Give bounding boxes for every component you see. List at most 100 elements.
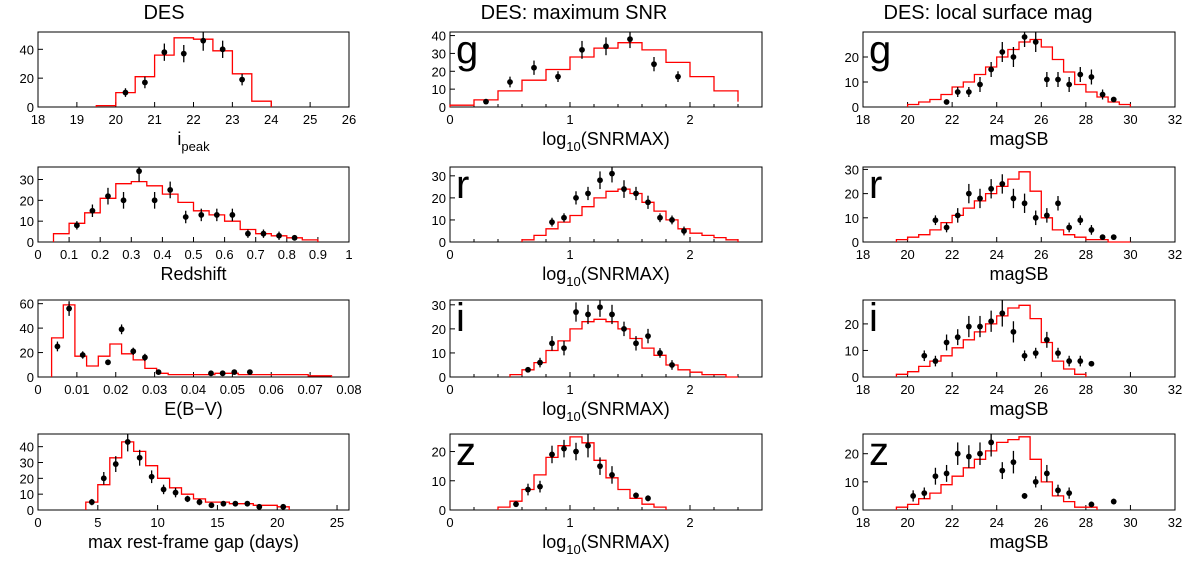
data-point [943,339,950,346]
data-point [1110,96,1117,103]
x-tick-label: 30 [1123,247,1137,262]
x-tick-label: 18 [31,112,45,127]
x-axis-label-main: log [542,264,566,284]
data-point [231,369,238,376]
y-tick-label: 10 [432,82,446,97]
x-tick-label: 26 [1034,112,1048,127]
x-tick-label: 30 [1123,382,1137,397]
y-tick-label: 20 [432,64,446,79]
x-axis-label-main: i [177,129,181,149]
data-point [999,49,1006,55]
data-point [130,348,137,355]
x-tick-label: 0 [446,112,453,127]
data-point [537,483,543,490]
x-tick-label: 25 [330,515,344,530]
x-tick-label: 0 [446,515,453,530]
data-point [549,340,555,347]
x-tick-label: 0.04 [181,382,206,397]
x-tick-label: 0.6 [216,247,234,262]
x-tick-label: 2 [686,247,693,262]
simulation-histogram [895,436,1098,510]
x-tick-label: 26 [1034,382,1048,397]
y-tick-label: 0 [439,370,446,385]
y-tick-label: 0 [852,100,859,115]
data-point [585,442,591,449]
data-point [954,450,961,457]
data-point [621,186,627,192]
data-point [182,214,189,220]
data-point [1055,350,1061,357]
x-tick-label: 28 [1079,515,1093,530]
data-point [633,340,639,347]
x-tick-label: 20 [900,112,914,127]
x-tick-label: 0.3 [122,247,140,262]
x-tick-label: 0.5 [184,247,202,262]
x-tick-label: 22 [945,382,959,397]
data-point [645,199,651,206]
data-point [1010,459,1017,466]
data-point [932,358,939,364]
data-point [1066,358,1073,364]
x-axis-label-suffix: (SNRMAX) [581,264,670,284]
x-axis-label-main: magSB [989,264,1048,284]
data-point [932,473,939,480]
data-point [657,350,663,356]
y-tick-label: 10 [845,75,859,90]
data-point [208,370,214,377]
data-point [151,197,158,204]
panel-0-2: 0 0.01 0.02 0.03 0.04 0.05 0.06 0.07 0.08 0 20 40 60… [20,297,362,419]
x-tick-label: 25 [303,112,317,127]
band-label: i [869,296,878,340]
x-tick-label: 28 [1079,112,1093,127]
data-point [229,212,236,218]
x-axis-label-subscript: 10 [566,274,580,289]
y-tick-label: 20 [432,445,446,460]
y-tick-label: 10 [845,343,859,358]
y-tick-label: 20 [20,193,34,208]
y-tick-label: 20 [845,50,859,65]
data-point [988,185,995,192]
x-tick-label: 18 [856,515,870,530]
data-point [208,502,215,509]
data-point [633,492,639,499]
data-point [280,503,287,510]
simulation-histogram [521,188,739,242]
x-tick-label: 32 [1168,515,1182,530]
x-tick-label: 10 [150,515,164,530]
x-axis-label-suffix: (SNRMAX) [581,532,670,552]
x-tick-label: 0.7 [247,247,265,262]
plot-frame [37,299,350,378]
data-point [609,170,615,177]
x-tick-label: 0.01 [64,382,89,397]
x-axis-label: log10(SNRMAX) [542,532,670,557]
x-tick-label: 2 [686,112,693,127]
data-point [1021,493,1028,499]
simulation-histogram [95,37,272,107]
data-point [1110,234,1117,241]
data-point [645,495,651,502]
plot-frame [449,433,763,511]
data-point [1088,360,1095,367]
x-tick-label: 18 [856,382,870,397]
data-point [148,473,155,480]
data-point [245,230,251,237]
x-axis-label-main: log [542,399,566,419]
panel-0-1: 0 0.1 0.2 0.3 0.4 0.5 0.6 0.7 0.8 0.9 10102030Reds… [20,166,353,284]
data-point [219,46,226,53]
x-tick-label: 0 [34,247,41,262]
x-tick-label: 2 [686,382,693,397]
data-point [89,207,96,214]
data-point [88,499,95,505]
y-tick-label: 0 [27,370,34,385]
data-point [921,490,928,497]
plot-frame [449,31,763,108]
x-axis-label: magSB [989,129,1048,149]
y-tick-label: 20 [20,471,34,486]
panel-2-3: 18 20 22 24 26 28 30 32 0 10 20 magSB z [845,430,1183,552]
x-tick-label: 1 [566,382,573,397]
y-tick-label: 30 [432,169,446,184]
simulation-histogram [895,171,1131,243]
simulation-histogram [497,436,667,510]
